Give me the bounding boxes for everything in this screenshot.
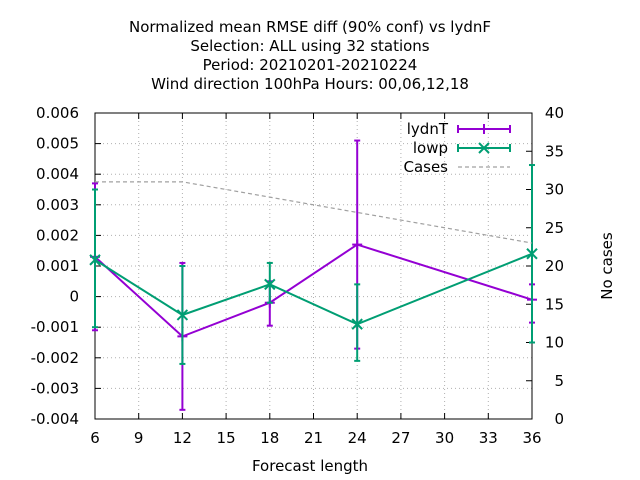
legend-entry-lydnT: lydnT (407, 120, 511, 138)
data-point-lowp (176, 309, 189, 321)
y-tick-label: 0 (69, 288, 79, 306)
y2-axis-ticks: 0 5 10 15 20 25 30 35 40 (526, 104, 564, 428)
x-axis-ticks: 6 9 12 15 18 21 24 27 30 33 36 (90, 113, 542, 447)
x-tick-label: 30 (435, 429, 454, 447)
x-tick-label: 18 (260, 429, 279, 447)
y2-axis-label: No cases (598, 232, 616, 300)
data-point-lowp (526, 248, 538, 260)
data-point-lowp (89, 254, 101, 266)
legend-label-lowp: lowp (413, 139, 448, 157)
y-tick-label: 0.006 (36, 104, 79, 122)
x-tick-label: 12 (173, 429, 192, 447)
y2-tick-label: 40 (545, 104, 564, 122)
y-tick-label: 0.003 (36, 196, 79, 214)
y-tick-label: -0.002 (31, 349, 79, 367)
y2-tick-label: 20 (545, 257, 564, 275)
error-bar-lowp (351, 283, 363, 362)
y-axis-ticks: -0.004 -0.003 -0.002 -0.001 0 0.001 0.002 0.003… (31, 104, 101, 428)
y2-tick-label: 30 (545, 181, 564, 199)
x-axis-label: Forecast length (252, 457, 368, 475)
error-bar-lowp (526, 164, 538, 344)
legend-entry-lowp: lowp (413, 139, 511, 157)
grid (95, 113, 532, 419)
y2-tick-label: 15 (545, 295, 564, 313)
y-tick-label: -0.003 (31, 379, 79, 397)
x-tick-label: 24 (348, 429, 367, 447)
y2-tick-label: 5 (554, 372, 564, 390)
x-tick-label: 9 (134, 429, 144, 447)
title-line-2: Selection: ALL using 32 stations (190, 37, 429, 55)
x-tick-label: 36 (522, 429, 541, 447)
error-bar-lowp (89, 188, 101, 329)
y-tick-label: 0.001 (36, 257, 79, 275)
title-line-4: Wind direction 100hPa Hours: 00,06,12,18 (151, 75, 469, 93)
y-tick-label: 0.002 (36, 226, 79, 244)
series-layer (89, 139, 538, 411)
error-bar-lowp (264, 261, 276, 304)
y2-tick-label: 10 (545, 334, 564, 352)
series-line-Cases (95, 181, 533, 244)
series-Cases (95, 181, 533, 244)
y-tick-label: 0.005 (36, 135, 79, 153)
y2-tick-label: 35 (545, 142, 564, 160)
error-bar-lowp (176, 265, 189, 365)
series-lowp (89, 164, 538, 365)
y-tick-label: -0.004 (31, 410, 79, 428)
y2-tick-label: 25 (545, 219, 564, 237)
legend-entry-Cases: Cases (403, 158, 510, 176)
x-tick-label: 15 (217, 429, 236, 447)
x-tick-label: 33 (479, 429, 498, 447)
x-tick-label: 6 (90, 429, 100, 447)
chart-title: Normalized mean RMSE diff (90% conf) vs … (129, 18, 491, 93)
data-point-lowp (264, 278, 276, 291)
y-tick-label: 0.004 (36, 165, 79, 183)
legend-label-Cases: Cases (403, 158, 448, 176)
x-tick-label: 27 (391, 429, 410, 447)
legend-label-lydnT: lydnT (407, 120, 449, 138)
x-tick-label: 21 (304, 429, 323, 447)
data-point-lowp (351, 318, 363, 330)
title-line-3: Period: 20210201-20210224 (203, 56, 418, 74)
y-tick-label: -0.001 (31, 318, 79, 336)
legend-marker-lowp (478, 142, 490, 154)
title-line-1: Normalized mean RMSE diff (90% conf) vs … (129, 18, 491, 36)
series-line-lydnT (94, 243, 533, 338)
y2-tick-label: 0 (554, 410, 564, 428)
